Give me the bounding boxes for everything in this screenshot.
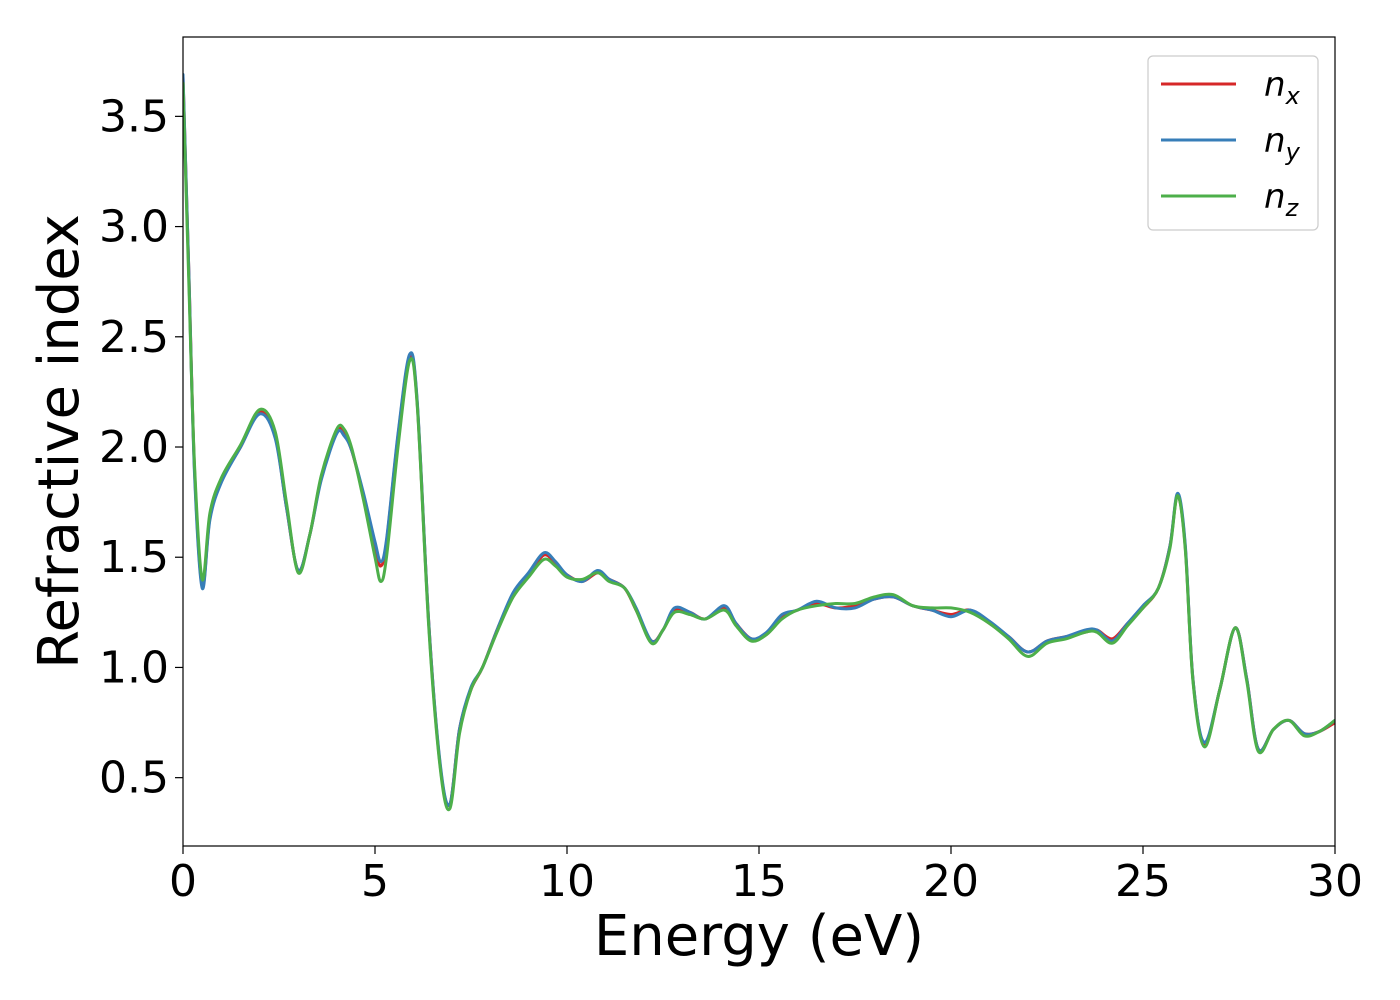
x-tick-label: 25 [1115,856,1171,907]
y-tick-label: 1.5 [99,532,169,583]
legend-label-x: nx [1264,65,1301,110]
legend: nx ny nz [1147,55,1319,231]
series-line-z [183,81,1335,812]
y-tick-label: 2.0 [99,422,169,473]
y-tick-label: 0.5 [99,753,169,804]
legend-box [1147,55,1319,231]
legend-label-y: ny [1264,121,1301,166]
y-tick-label: 2.5 [99,312,169,363]
x-axis-ticks: 0 5 10 15 20 25 30 [169,846,1363,907]
y-tick-label: 3.5 [99,91,169,142]
y-axis-ticks: 0.5 1.0 1.5 2.0 2.5 3.0 3.5 [99,91,183,804]
x-tick-label: 10 [539,856,595,907]
x-tick-label: 5 [361,856,389,907]
x-axis-label: Energy (eV) [594,904,924,969]
x-tick-label: 20 [923,856,979,907]
x-tick-label: 0 [169,856,197,907]
series-layer [183,73,1335,812]
y-tick-label: 1.0 [99,642,169,693]
y-axis-label: Refractive index [27,214,92,669]
y-tick-label: 3.0 [99,202,169,253]
legend-label-z: nz [1264,177,1300,222]
x-tick-label: 15 [731,856,787,907]
x-tick-label: 30 [1307,856,1363,907]
